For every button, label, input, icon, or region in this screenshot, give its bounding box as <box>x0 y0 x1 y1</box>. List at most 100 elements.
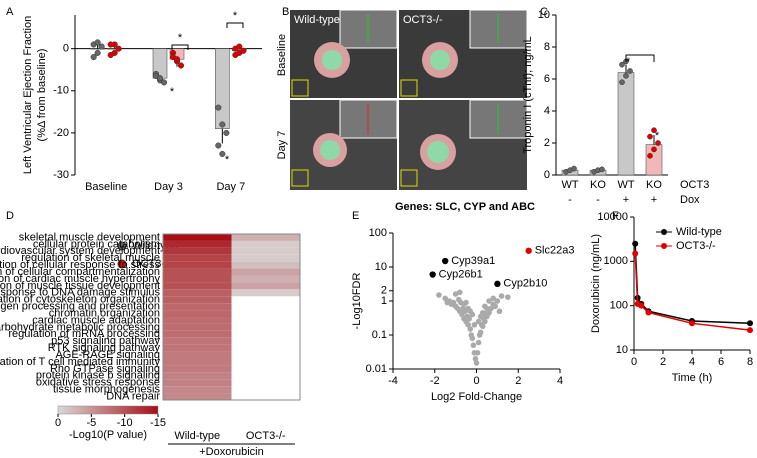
heat-cell <box>231 268 300 276</box>
row-label: cellular protein catabolism <box>33 238 160 250</box>
y-axis-label: Doxorubicin (ng/mL) <box>590 234 602 333</box>
row-label: p53 signaling pathway <box>51 335 160 347</box>
heat-cell <box>163 323 232 331</box>
bar <box>617 72 635 176</box>
x-tick-label: -4 <box>388 375 398 387</box>
y-tick-label: 10 <box>616 344 628 356</box>
row-label: cellular response to DNA damage stimulus <box>0 287 160 299</box>
heat-cell <box>163 330 232 338</box>
x-tick-label: Day 3 <box>154 181 183 193</box>
data-point <box>655 140 661 146</box>
colorbar-label: -Log10(P value) <box>69 429 147 441</box>
significance: * <box>626 56 631 68</box>
row-label: protein kinase b signaling <box>36 370 160 382</box>
data-point <box>467 326 474 332</box>
x-tick-label: 0 <box>473 375 479 387</box>
data-point <box>236 43 243 50</box>
data-point <box>747 327 753 334</box>
colorbar-tick-label: -10 <box>117 417 133 429</box>
y-axis-label: Troponin I (cTnI); ng/mL <box>522 36 534 154</box>
data-point <box>177 62 185 69</box>
y-axis-label: (%Δ from baseline) <box>36 49 48 142</box>
data-point <box>115 45 122 52</box>
row-label: regulation of cytoskeleton organization <box>0 294 160 306</box>
legend-marker <box>117 241 127 251</box>
x-tick-label: - <box>568 194 572 206</box>
data-point <box>486 298 492 304</box>
x-tick-label: 4 <box>557 375 563 387</box>
highlight-point <box>429 271 436 278</box>
row-label: antigen processing and presentation <box>0 301 160 313</box>
data-point <box>488 305 494 312</box>
data-point <box>689 320 695 327</box>
data-point <box>466 315 472 322</box>
y-tick-label: 8 <box>544 41 550 53</box>
colorbar-tick-label: 0 <box>55 417 61 429</box>
data-point <box>470 342 477 349</box>
row-label: cellular carbohydrate metabolic processi… <box>0 321 160 333</box>
heat-cell <box>163 268 232 276</box>
data-point <box>619 61 625 68</box>
image-row-label: Baseline <box>276 34 288 76</box>
data-point <box>484 305 490 312</box>
heat-cell <box>163 351 232 359</box>
heat-cell <box>163 344 232 352</box>
x-tick-label: + <box>623 194 629 206</box>
data-point <box>492 303 499 310</box>
panel-letter: A <box>6 6 14 18</box>
x-axis-label: Log2 Fold-Change <box>431 391 522 403</box>
legend-marker <box>661 229 667 235</box>
data-point <box>107 51 114 59</box>
y-tick-label: 1 <box>381 295 387 307</box>
legend-label: Wild-type <box>676 226 722 238</box>
bracket <box>171 44 189 50</box>
data-point <box>651 146 657 153</box>
data-point <box>479 323 486 330</box>
heat-cell <box>163 240 232 248</box>
colorbar-tick-label: -15 <box>150 417 166 429</box>
data-point <box>571 165 577 172</box>
point-label: Cyp26b1 <box>439 268 483 280</box>
data-point <box>475 318 482 325</box>
heat-cell <box>163 317 232 324</box>
row-label: regulation of mRNA processing <box>8 328 160 340</box>
panel-letter: B <box>282 6 289 18</box>
column-label: Wild-type <box>174 430 220 442</box>
point-label: Cyp2b10 <box>503 278 547 290</box>
legend-label: OCT3-/- <box>132 258 172 270</box>
heat-cell <box>163 234 232 241</box>
data-point <box>645 309 652 316</box>
data-point <box>173 56 181 63</box>
y-tick-label: -30 <box>53 169 69 181</box>
x-tick-label: -2 <box>430 375 440 387</box>
panel-letter: D <box>6 210 14 222</box>
row-label: AGE-RAGE signaling <box>55 349 160 361</box>
chart-title: Genes: SLC, CYP and ABC <box>395 201 535 213</box>
data-point <box>638 302 645 309</box>
row-label: chromatin organization <box>49 307 160 319</box>
data-point <box>219 150 226 157</box>
heat-cell <box>163 393 232 400</box>
x-tick-label: 8 <box>747 356 753 368</box>
heat-cell <box>163 289 232 297</box>
heat-cell <box>163 254 232 262</box>
highlight-point <box>441 257 449 265</box>
heat-cell <box>163 372 232 380</box>
x-tick-label: WT <box>617 179 634 191</box>
heat-cell <box>163 310 232 317</box>
row-label: regulation of cellular compartmentalizat… <box>0 266 160 278</box>
data-point <box>496 308 503 315</box>
data-point <box>215 104 222 111</box>
data-point <box>482 318 488 325</box>
mri-images <box>290 9 528 190</box>
y-tick-label: 0 <box>63 43 69 55</box>
heat-cell <box>163 365 232 373</box>
highlight-point <box>525 247 532 254</box>
x-axis-label: +Doxorubicin <box>199 446 264 458</box>
data-point <box>457 289 463 296</box>
data-point <box>632 240 639 247</box>
y-tick-label: 2 <box>381 285 387 297</box>
data-point <box>223 129 230 136</box>
bracket <box>625 54 655 62</box>
